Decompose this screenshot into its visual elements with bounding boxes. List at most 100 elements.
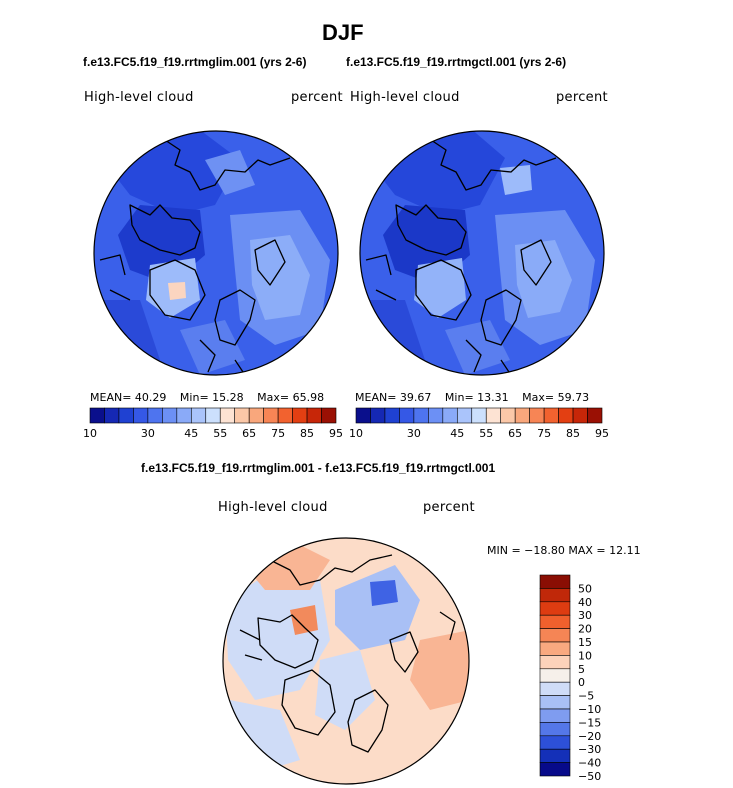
diff-map-warm-core <box>290 605 318 635</box>
left-coast-siberia <box>164 139 291 191</box>
left-colorbar-cell-2 <box>118 407 134 424</box>
diff-colorbar-cell-14 <box>539 762 571 777</box>
left-colorbar-tick-label: 75 <box>271 427 285 440</box>
diff-units-label: percent <box>423 500 475 515</box>
diff-colorbar-cell-8 <box>539 681 571 696</box>
diff-colorbar-cell-7 <box>539 668 571 683</box>
diff-colorbar-cell-5 <box>539 641 571 656</box>
right-max-label: Max= <box>522 391 555 404</box>
left-max-label: Max= <box>257 391 290 404</box>
diff-coast-greenland <box>281 669 336 736</box>
left-colorbar-cell-4 <box>147 407 163 424</box>
diff-colorbar-cell-13 <box>539 748 571 763</box>
diff-coast-scandinavia <box>347 689 389 753</box>
right-colorbar-tick-label: 55 <box>479 427 493 440</box>
left-mean-label: MEAN= <box>90 391 132 404</box>
diff-colorbar-tick-label: 5 <box>578 663 585 676</box>
diff-colorbar-tick-label: 50 <box>578 582 592 595</box>
right-colorbar-tick-label: 10 <box>349 427 363 440</box>
diff-map-blue-core <box>370 580 398 606</box>
diff-colorbar-tick-label: 0 <box>578 676 585 689</box>
left-colorbar-tick-label: 95 <box>329 427 343 440</box>
right-coast-canada <box>365 254 397 301</box>
right-coast-siberia <box>430 139 557 191</box>
right-units-label: percent <box>556 90 608 105</box>
diff-variable-label: High-level cloud <box>218 500 328 515</box>
right-colorbar-cell-14 <box>558 407 574 424</box>
diff-colorbar-tick-label: −50 <box>578 770 601 783</box>
left-coast-canada <box>99 254 131 301</box>
diff-title: f.e13.FC5.f19_f19.rrtmglim.001 - f.e13.F… <box>141 461 496 475</box>
right-stats: MEAN= 39.67 Min= 13.31 Max= 59.73 <box>355 391 589 404</box>
right-colorbar-cell-9 <box>485 407 502 424</box>
right-colorbar-cell-10 <box>500 407 516 424</box>
left-map-light-patch-5 <box>180 320 245 375</box>
left-colorbar-cell-11 <box>248 407 264 424</box>
diff-map-border <box>222 537 470 785</box>
right-case-title: f.e13.FC5.f19_f19.rrtmgctl.001 (yrs 2-6) <box>346 55 567 69</box>
left-map-border <box>93 130 339 376</box>
diff-colorbar-cell-12 <box>539 735 571 750</box>
right-colorbar-cell-4 <box>413 407 429 424</box>
left-map-warm-spot <box>168 282 186 300</box>
diff-colorbar-cell-2 <box>539 601 571 616</box>
left-max-value: 65.98 <box>292 391 325 404</box>
left-colorbar-tick-label: 55 <box>213 427 227 440</box>
diff-coast-misc <box>239 611 456 661</box>
right-colorbar-cell-5 <box>428 407 444 424</box>
right-coast-greenland <box>415 259 472 321</box>
right-colorbar-cell-8 <box>471 407 487 424</box>
diff-stats: MIN = −18.80 MAX = 12.11 <box>487 544 641 557</box>
diff-colorbar-cell-11 <box>539 722 571 737</box>
diff-colorbar-tick-label: 30 <box>578 609 592 622</box>
right-colorbar-cell-0 <box>355 407 371 424</box>
right-mean-value: 39.67 <box>399 391 432 404</box>
left-colorbar-cell-10 <box>234 407 250 424</box>
left-min-value: 15.28 <box>212 391 244 404</box>
left-colorbar-tick-label: 85 <box>300 427 314 440</box>
diff-polar-map <box>223 538 469 784</box>
diff-colorbar-tick-label: 15 <box>578 636 592 649</box>
diff-map-blue-patch-2 <box>335 565 420 650</box>
left-coast-greenland <box>149 259 206 321</box>
left-colorbar-cell-1 <box>104 407 120 424</box>
right-colorbar-cell-15 <box>572 407 588 424</box>
left-colorbar-cell-5 <box>162 407 178 424</box>
left-colorbar-cell-15 <box>306 407 322 424</box>
right-map-light-patch-4 <box>500 165 532 195</box>
left-map-light-patch-4 <box>205 150 255 195</box>
right-colorbar-cell-3 <box>399 407 415 424</box>
right-colorbar-cell-13 <box>543 407 559 424</box>
right-colorbar-cell-6 <box>442 407 458 424</box>
diff-colorbar-tick-label: −30 <box>578 743 601 756</box>
right-max-value: 59.73 <box>557 391 590 404</box>
diff-map-blue-patch-3 <box>315 650 375 730</box>
left-min-label: Min= <box>179 391 209 404</box>
diff-colorbar-cell-10 <box>539 708 571 723</box>
left-colorbar-tick-label: 45 <box>184 427 198 440</box>
page-title: DJF <box>322 20 364 45</box>
left-stats: MEAN= 40.29 Min= 15.28 Max= 65.98 <box>90 391 324 404</box>
left-map-light-patch-2 <box>250 235 310 320</box>
right-min-label: Min= <box>444 391 474 404</box>
left-colorbar-cell-9 <box>219 407 236 424</box>
diff-colorbar-tick-label: 20 <box>578 623 592 636</box>
right-colorbar-cell-1 <box>370 407 386 424</box>
diff-colorbar-cell-1 <box>539 588 571 603</box>
right-colorbar-tick-label: 95 <box>595 427 609 440</box>
diff-colorbar-cell-4 <box>539 628 571 643</box>
right-colorbar-cell-11 <box>514 407 530 424</box>
right-colorbar-tick-label: 85 <box>566 427 580 440</box>
left-colorbar-cell-16 <box>321 407 337 424</box>
right-map-light-patch-2 <box>515 240 572 318</box>
left-colorbar-cell-6 <box>176 407 192 424</box>
right-colorbar-cell-16 <box>587 407 603 424</box>
right-mean-label: MEAN= <box>355 391 397 404</box>
right-colorbar-cell-12 <box>529 407 545 424</box>
right-colorbar-tick-label: 45 <box>450 427 464 440</box>
right-map-light-patch-5 <box>445 320 510 375</box>
left-variable-label: High-level cloud <box>84 90 194 105</box>
right-coast-archipelago <box>395 204 467 256</box>
left-colorbar-tick-label: 30 <box>141 427 155 440</box>
diff-map-warm-patch-2 <box>410 630 469 710</box>
